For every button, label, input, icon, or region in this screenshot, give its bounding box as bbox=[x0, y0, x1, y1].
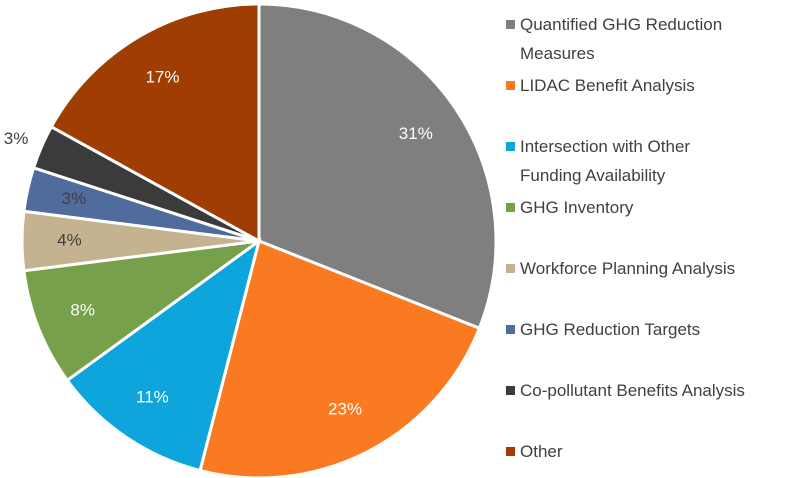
legend-entry: GHG Inventory bbox=[506, 193, 750, 222]
data-label: 11% bbox=[136, 387, 169, 406]
legend-label: Quantified GHG Reduction Measures bbox=[520, 15, 723, 63]
legend-entry: Quantified GHG Reduction Measures bbox=[506, 10, 750, 68]
legend-label: Intersection with Other Funding Availabi… bbox=[520, 137, 691, 185]
data-label: 8% bbox=[70, 300, 95, 319]
legend-swatch bbox=[506, 20, 515, 29]
legend-entry: Other bbox=[506, 437, 750, 466]
legend-swatch bbox=[506, 81, 515, 90]
legend-swatch bbox=[506, 386, 515, 395]
legend-label: GHG Reduction Targets bbox=[520, 320, 701, 339]
legend-label: LIDAC Benefit Analysis bbox=[520, 76, 695, 95]
legend-entry: Intersection with Other Funding Availabi… bbox=[506, 132, 750, 190]
data-label: 31% bbox=[399, 124, 433, 143]
data-label: 4% bbox=[57, 230, 82, 249]
pie-slice bbox=[65, 237, 262, 473]
legend-label: Other bbox=[520, 442, 563, 461]
data-label: 17% bbox=[145, 67, 179, 86]
legend-entry: Co-pollutant Benefits Analysis bbox=[506, 376, 750, 405]
data-label: 3% bbox=[62, 189, 87, 208]
legend-swatch bbox=[506, 325, 515, 334]
pie: 31% 23% 11% 8% 4% 3% 3% 17% bbox=[4, 2, 498, 478]
legend-label: GHG Inventory bbox=[520, 198, 634, 217]
legend-swatch bbox=[506, 264, 515, 273]
legend-swatch bbox=[506, 142, 515, 151]
pie-slice bbox=[49, 2, 261, 244]
legend-label: Workforce Planning Analysis bbox=[520, 259, 736, 278]
data-label: 23% bbox=[328, 399, 362, 418]
legend-entry: LIDAC Benefit Analysis bbox=[506, 71, 750, 100]
legend-entry: Workforce Planning Analysis bbox=[506, 254, 750, 283]
legend-label: Co-pollutant Benefits Analysis bbox=[520, 381, 745, 400]
pie-slice bbox=[22, 239, 260, 383]
legend-entry: GHG Reduction Targets bbox=[506, 315, 750, 344]
data-label: 3% bbox=[4, 129, 29, 148]
legend-swatch bbox=[506, 203, 515, 212]
pie-slice bbox=[198, 238, 482, 478]
pie-slice bbox=[257, 2, 498, 331]
legend-swatch bbox=[506, 447, 515, 456]
